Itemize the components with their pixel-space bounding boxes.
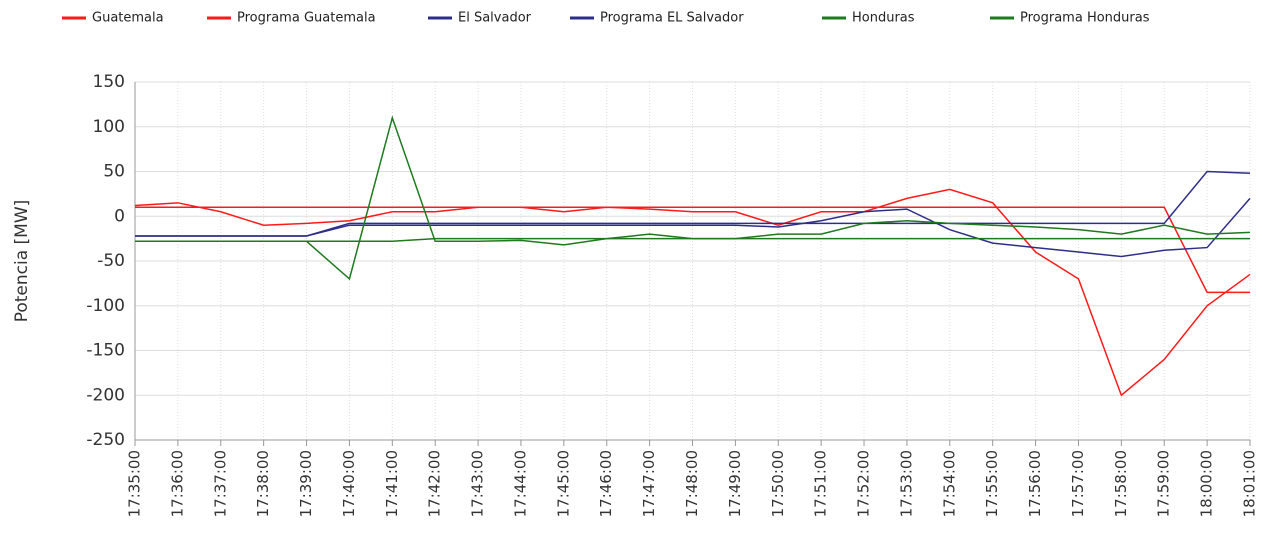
series-line — [135, 115, 1251, 281]
x-tick-label: 17:44:00 — [511, 450, 529, 517]
legend-label: Programa EL Salvador — [600, 11, 744, 26]
x-tick-label: 17:56:00 — [1026, 450, 1044, 517]
legend-label: Programa Guatemala — [237, 11, 376, 26]
x-tick-label: 17:37:00 — [211, 450, 229, 517]
x-tick-label: 17:52:00 — [855, 450, 873, 517]
y-tick-label: 150 — [93, 72, 125, 92]
x-tick-label: 17:39:00 — [297, 450, 315, 517]
x-tick-label: 17:47:00 — [640, 450, 658, 517]
x-tick-label: 18:01:00 — [1241, 450, 1259, 517]
x-tick-label: 17:53:00 — [897, 450, 915, 517]
x-tick-label: 17:36:00 — [168, 450, 186, 517]
legend-label: Honduras — [852, 11, 915, 26]
y-tick-label: 50 — [103, 162, 125, 182]
x-tick-label: 17:51:00 — [812, 450, 830, 517]
y-tick-label: 100 — [93, 117, 125, 137]
x-tick-label: 17:59:00 — [1155, 450, 1173, 517]
legend: Guatemala Programa Guatemala El Salvador Pr… — [62, 11, 1150, 26]
series-line — [135, 170, 1251, 237]
y-tick-label: -250 — [86, 430, 125, 450]
x-tick-label: 17:48:00 — [683, 450, 701, 517]
x-tick-label: 17:38:00 — [254, 450, 272, 517]
x-tick-label: 17:46:00 — [597, 450, 615, 517]
x-tick-label: 17:54:00 — [940, 450, 958, 517]
y-axis-label: Potencia [MW] — [12, 200, 32, 323]
series-line — [135, 206, 1250, 294]
x-tick-label: 17:58:00 — [1112, 450, 1130, 517]
x-tick-label: 17:49:00 — [726, 450, 744, 517]
x-tick-label: 18:00:00 — [1198, 450, 1216, 517]
y-tick-label: -50 — [97, 251, 125, 271]
y-tick-label: 0 — [114, 206, 125, 226]
x-tick-label: 17:55:00 — [983, 450, 1001, 517]
x-tick-label: 17:45:00 — [554, 450, 572, 517]
legend-label: Programa Honduras — [1020, 11, 1150, 26]
y-tick-label: -150 — [86, 341, 125, 361]
series-line — [134, 188, 1251, 397]
legend-label: Guatemala — [92, 11, 164, 26]
x-tick-label: 17:40:00 — [340, 450, 358, 517]
x-tick-label: 17:35:00 — [126, 450, 144, 517]
x-tick-label: 17:43:00 — [469, 450, 487, 517]
x-tick-label: 17:41:00 — [383, 450, 401, 517]
y-tick-label: -200 — [86, 385, 125, 405]
legend-label: El Salvador — [458, 11, 532, 26]
x-tick-label: 17:42:00 — [426, 450, 444, 517]
x-tick-label: 17:57:00 — [1069, 450, 1087, 517]
x-tick-label: 17:50:00 — [769, 450, 787, 517]
y-tick-label: -100 — [86, 296, 125, 316]
series-line — [135, 237, 1250, 243]
